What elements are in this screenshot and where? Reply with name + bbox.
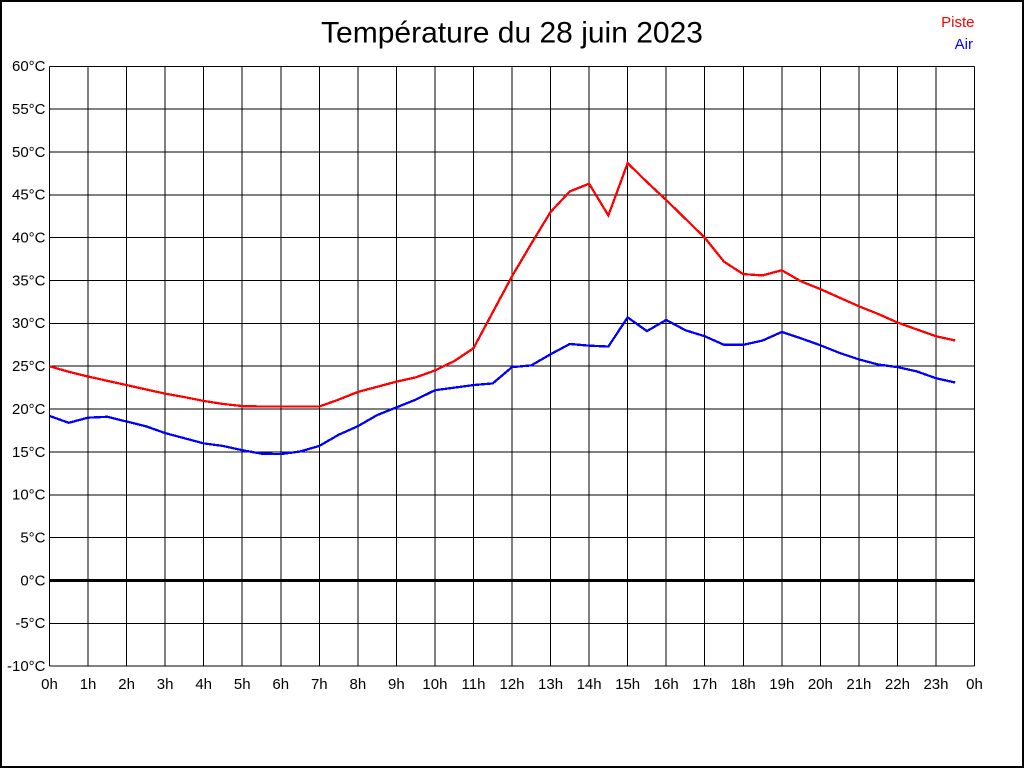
svg-text:35°C: 35°C: [12, 272, 46, 289]
svg-text:3h: 3h: [157, 676, 174, 693]
svg-text:0°C: 0°C: [20, 572, 45, 589]
svg-text:Piste: Piste: [941, 14, 974, 31]
svg-text:5°C: 5°C: [20, 529, 45, 546]
svg-text:-10°C: -10°C: [7, 658, 46, 675]
svg-text:12h: 12h: [500, 676, 525, 693]
svg-text:18h: 18h: [731, 676, 756, 693]
svg-text:45°C: 45°C: [12, 187, 46, 204]
svg-text:50°C: 50°C: [12, 144, 46, 161]
svg-text:16h: 16h: [654, 676, 679, 693]
svg-text:-5°C: -5°C: [15, 615, 45, 632]
svg-text:30°C: 30°C: [12, 315, 46, 332]
svg-text:1h: 1h: [80, 676, 97, 693]
svg-text:40°C: 40°C: [12, 230, 46, 247]
svg-text:9h: 9h: [388, 676, 405, 693]
svg-text:22h: 22h: [885, 676, 910, 693]
svg-text:10°C: 10°C: [12, 487, 46, 504]
svg-text:21h: 21h: [846, 676, 871, 693]
svg-text:20°C: 20°C: [12, 401, 46, 418]
svg-text:8h: 8h: [349, 676, 366, 693]
svg-text:55°C: 55°C: [12, 101, 46, 118]
svg-text:Air: Air: [955, 36, 973, 53]
svg-text:Température du 28 juin 2023: Température du 28 juin 2023: [321, 17, 703, 50]
svg-text:11h: 11h: [462, 676, 486, 693]
svg-text:13h: 13h: [538, 676, 563, 693]
svg-text:20h: 20h: [808, 676, 833, 693]
svg-text:6h: 6h: [272, 676, 289, 693]
svg-text:23h: 23h: [923, 676, 948, 693]
svg-text:0h: 0h: [966, 676, 983, 693]
svg-text:15°C: 15°C: [12, 444, 46, 461]
svg-text:15h: 15h: [615, 676, 640, 693]
svg-text:7h: 7h: [311, 676, 328, 693]
svg-text:14h: 14h: [577, 676, 602, 693]
svg-text:4h: 4h: [195, 676, 212, 693]
svg-text:2h: 2h: [118, 676, 135, 693]
svg-text:19h: 19h: [769, 676, 794, 693]
svg-text:60°C: 60°C: [12, 58, 46, 75]
svg-text:17h: 17h: [692, 676, 717, 693]
svg-text:0h: 0h: [41, 676, 58, 693]
svg-text:10h: 10h: [422, 676, 447, 693]
svg-text:25°C: 25°C: [12, 358, 46, 375]
svg-text:5h: 5h: [234, 676, 251, 693]
